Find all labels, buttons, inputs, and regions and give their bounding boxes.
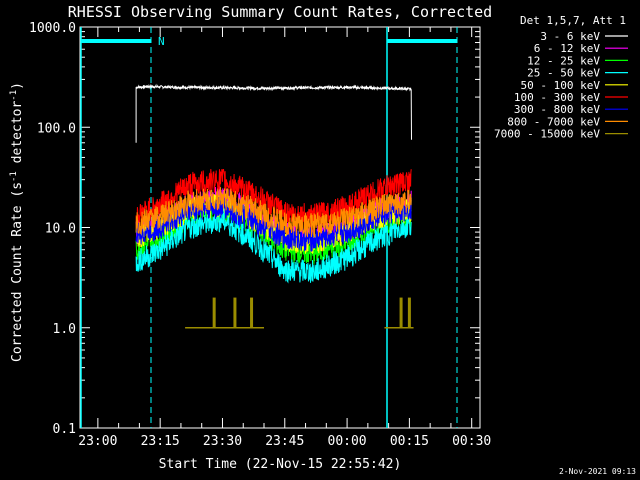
series-line — [135, 208, 412, 284]
y-tick-label: 100.0 — [37, 121, 76, 136]
plot-area: 1000.0 100.0 10.0 1.0 0.123:00 23:15 23:30 23:4… — [29, 21, 491, 449]
legend-label: 100 - 300 keV — [514, 91, 600, 104]
legend-label: 300 - 800 keV — [514, 103, 600, 116]
legend-label: 6 - 12 keV — [534, 42, 601, 55]
y-tick-label: 0.1 — [53, 422, 76, 437]
y-axis-label: Corrected Count Rate (s-1 detector-1) — [9, 82, 25, 362]
x-tick-label: 23:30 — [203, 434, 242, 449]
y-tick-label: 1000.0 — [29, 21, 76, 36]
y-axis-label-sup2: -1 — [9, 90, 19, 101]
x-tick-label: 23:00 — [78, 434, 117, 449]
y-axis-label-end: ) — [10, 82, 25, 90]
legend-label: 3 - 6 keV — [540, 30, 600, 43]
legend-label: 12 - 25 keV — [527, 54, 600, 67]
series-line — [135, 187, 412, 238]
y-tick-label: 10.0 — [45, 222, 76, 237]
y-axis-label-main: Corrected Count Rate (s — [10, 182, 25, 362]
legend-label: 7000 - 15000 keV — [494, 128, 600, 141]
x-tick-label: 00:15 — [390, 434, 429, 449]
y-tick-label: 1.0 — [53, 322, 76, 337]
legend-label: 25 - 50 keV — [527, 67, 600, 80]
legend-label: 800 - 7000 keV — [507, 115, 600, 128]
x-tick-label: 00:30 — [452, 434, 491, 449]
night-marker-label: N — [158, 35, 165, 48]
chart-title: RHESSI Observing Summary Count Rates, Co… — [68, 3, 492, 21]
x-tick-label: 00:00 — [328, 434, 367, 449]
x-tick-label: 23:45 — [265, 434, 304, 449]
y-axis-label-mid: detector — [10, 101, 25, 172]
series-line — [135, 83, 412, 143]
timestamp: 2-Nov-2021 09:13 — [559, 467, 636, 476]
legend-label: 50 - 100 keV — [521, 79, 601, 92]
x-axis-label: Start Time (22-Nov-15 22:55:42) — [159, 457, 402, 472]
series-line — [135, 196, 412, 252]
legend-header: Det 1,5,7, Att 1 — [520, 14, 626, 27]
x-tick-label: 23:15 — [141, 434, 180, 449]
y-axis-label-sup1: -1 — [9, 171, 19, 182]
